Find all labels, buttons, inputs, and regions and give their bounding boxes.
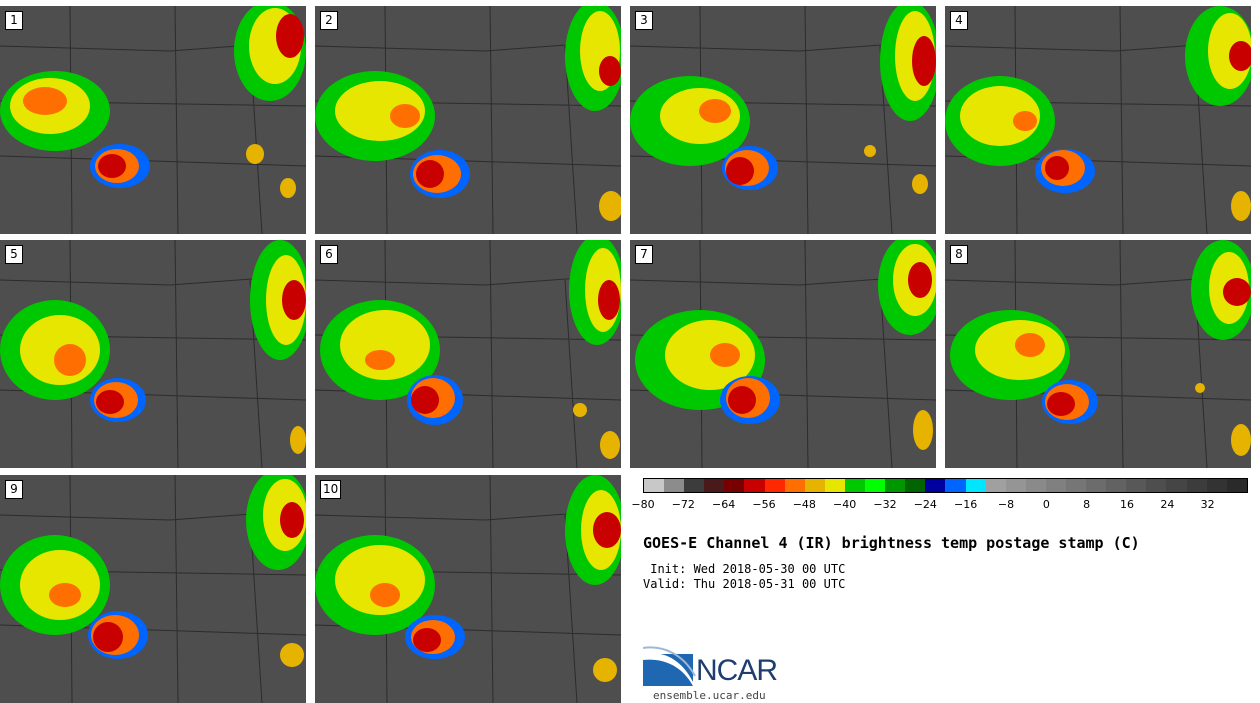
- member-number-label: 4: [950, 11, 968, 30]
- colorbar-swatch: [1186, 479, 1207, 492]
- colorbar-swatch: [804, 479, 825, 492]
- colorbar-swatch: [1005, 479, 1026, 492]
- member-number-label: 6: [320, 245, 338, 264]
- colorbar-swatch: [1226, 479, 1247, 492]
- colorbar-swatch: [704, 479, 725, 492]
- ensemble-member-panel-5: 5: [0, 240, 306, 468]
- ensemble-member-panel-4: 4: [945, 6, 1251, 234]
- ensemble-member-panel-1: 1: [0, 6, 306, 234]
- colorbar-swatch: [945, 479, 966, 492]
- colorbar-swatch: [824, 479, 845, 492]
- ensemble-member-panel-6: 6: [315, 240, 621, 468]
- ensemble-member-panel-9: 9: [0, 475, 306, 703]
- satellite-map-3: [630, 6, 936, 234]
- member-number-label: 8: [950, 245, 968, 264]
- member-number-label: 9: [5, 480, 23, 499]
- figure-title: GOES-E Channel 4 (IR) brightness temp po…: [643, 534, 1140, 552]
- member-number-label: 7: [635, 245, 653, 264]
- colorbar-tick: 16: [1120, 498, 1134, 511]
- colorbar-tick: −24: [913, 498, 937, 511]
- colorbar-tick: 8: [1083, 498, 1091, 511]
- colorbar-swatch: [985, 479, 1006, 492]
- colorbar-tick: −56: [752, 498, 776, 511]
- ensemble-member-panel-8: 8: [945, 240, 1251, 468]
- colorbar-swatch: [744, 479, 765, 492]
- colorbar-swatch: [1045, 479, 1066, 492]
- temperature-colorbar: [643, 478, 1248, 493]
- colorbar-tick: −64: [712, 498, 736, 511]
- colorbar-tick-labels: −80 −72 −64 −56 −48 −40 −32 −24 −16 −8 0 8 16 24 32: [631, 498, 1248, 512]
- colorbar-tick: 0: [1042, 498, 1050, 511]
- colorbar-tick: −16: [954, 498, 978, 511]
- ensemble-member-panel-10: 10: [315, 475, 621, 703]
- colorbar-swatch: [1065, 479, 1087, 492]
- colorbar-swatch: [965, 479, 986, 492]
- colorbar-tick: −40: [833, 498, 857, 511]
- colorbar-swatch: [1166, 479, 1187, 492]
- colorbar-swatch: [644, 479, 665, 492]
- colorbar-tick: −48: [792, 498, 816, 511]
- valid-time: Valid: Thu 2018-05-31 00 UTC: [643, 577, 846, 591]
- colorbar-swatch: [844, 479, 866, 492]
- colorbar-tick: 32: [1200, 498, 1215, 511]
- colorbar-swatch: [1025, 479, 1046, 492]
- satellite-map-7: [630, 240, 936, 468]
- colorbar-swatch: [1086, 479, 1107, 492]
- ensemble-member-panel-7: 7: [630, 240, 936, 468]
- satellite-map-1: [0, 6, 306, 234]
- colorbar-swatch: [905, 479, 926, 492]
- satellite-map-5: [0, 240, 306, 468]
- satellite-map-6: [315, 240, 621, 468]
- colorbar-swatch: [764, 479, 785, 492]
- colorbar-swatch: [865, 479, 886, 492]
- colorbar-swatch: [664, 479, 685, 492]
- colorbar-swatch: [1106, 479, 1127, 492]
- colorbar-swatch: [724, 479, 745, 492]
- colorbar-tick: −72: [671, 498, 695, 511]
- member-number-label: 10: [320, 480, 342, 499]
- colorbar-swatch: [784, 479, 805, 492]
- member-number-label: 5: [5, 245, 23, 264]
- ensemble-member-panel-2: 2: [315, 6, 621, 234]
- satellite-map-4: [945, 6, 1251, 234]
- colorbar-swatch: [1146, 479, 1167, 492]
- site-url: ensemble.ucar.edu: [653, 689, 766, 702]
- ensemble-member-panel-3: 3: [630, 6, 936, 234]
- ncar-logo-icon: [643, 646, 696, 686]
- colorbar-swatch: [1126, 479, 1147, 492]
- colorbar-swatch: [885, 479, 906, 492]
- colorbar-tick: −8: [997, 498, 1015, 511]
- colorbar-swatch: [684, 479, 705, 492]
- init-time: Init: Wed 2018-05-30 00 UTC: [643, 562, 846, 576]
- member-number-label: 3: [635, 11, 653, 30]
- colorbar-tick: −80: [631, 498, 655, 511]
- ncar-logo-text: NCAR: [696, 654, 778, 687]
- colorbar-tick: −32: [873, 498, 897, 511]
- colorbar-swatch: [925, 479, 946, 492]
- satellite-map-10: [315, 475, 621, 703]
- member-number-label: 1: [5, 11, 23, 30]
- satellite-map-2: [315, 6, 621, 234]
- colorbar-swatch: [1206, 479, 1227, 492]
- satellite-map-9: [0, 475, 306, 703]
- colorbar-tick: 24: [1160, 498, 1175, 511]
- satellite-map-8: [945, 240, 1251, 468]
- member-number-label: 2: [320, 11, 338, 30]
